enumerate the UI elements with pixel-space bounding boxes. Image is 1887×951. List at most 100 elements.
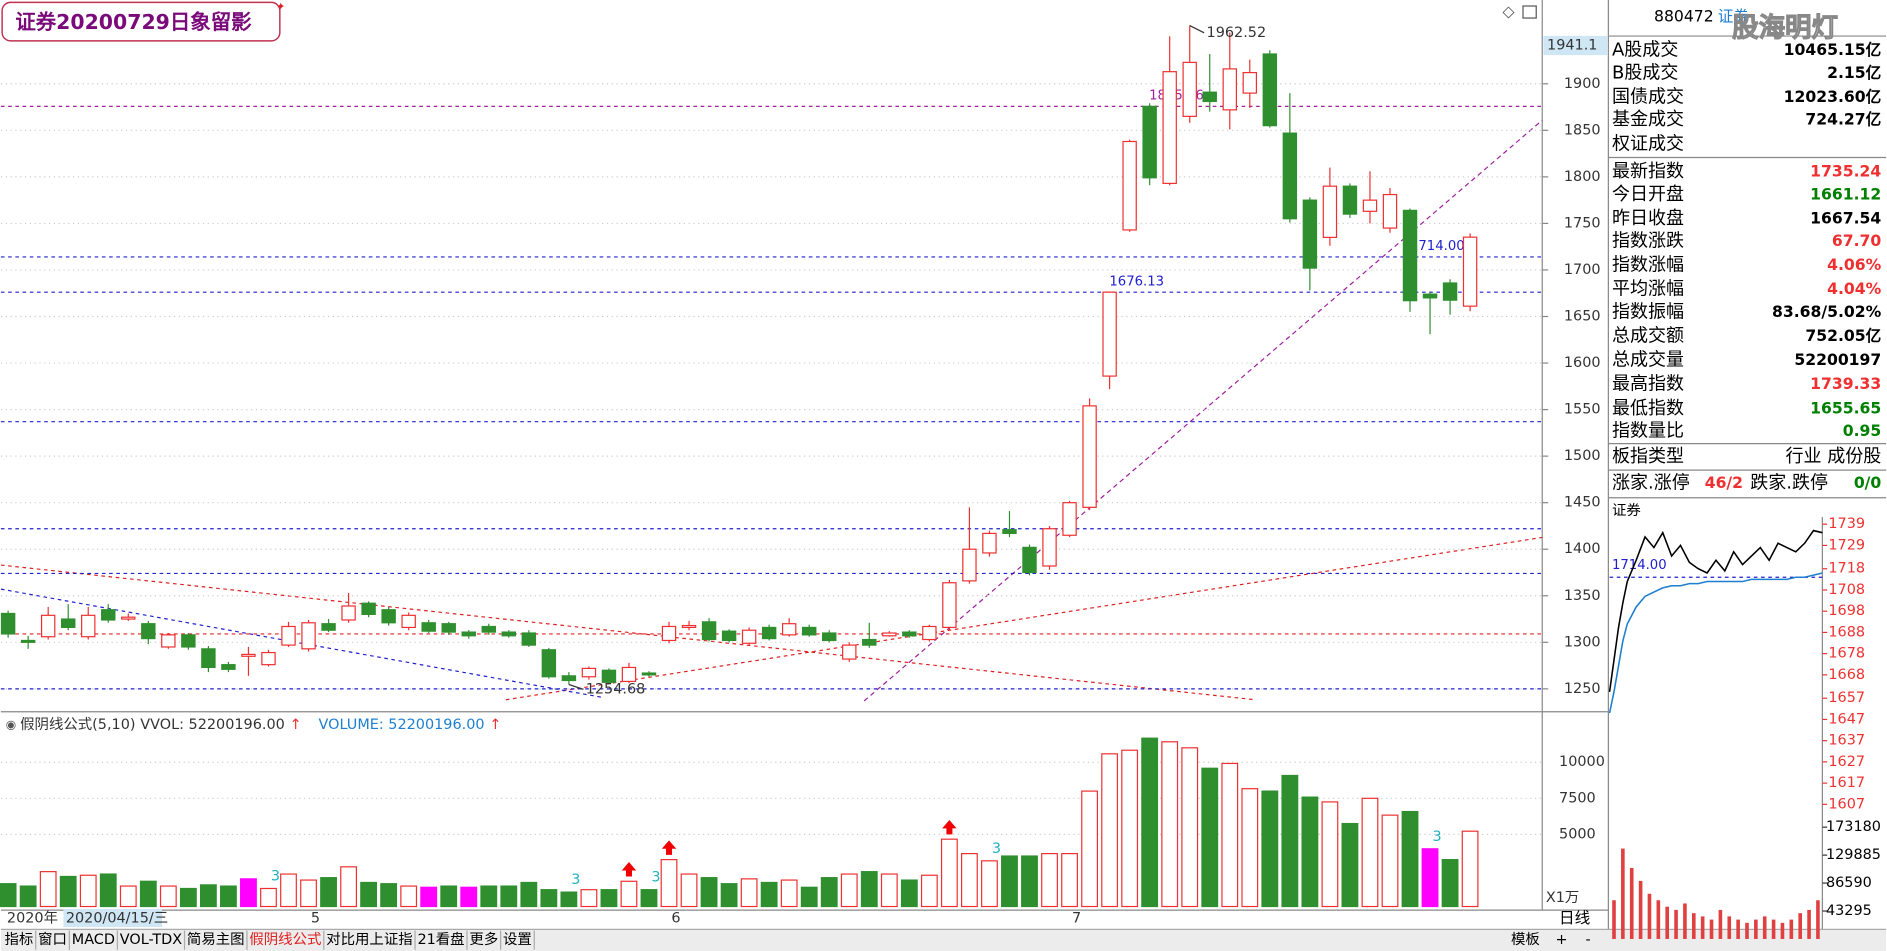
toolbar-tab[interactable]: 指标 (5, 931, 34, 948)
info-value: 4.06% (1827, 256, 1882, 274)
intraday-volume-bar (1683, 903, 1687, 939)
info-label: 基金成交 (1612, 109, 1684, 130)
candle-body (661, 625, 677, 642)
candle-body (1082, 405, 1097, 508)
level-label: 1714.00 (1612, 558, 1667, 573)
info-label: 总成交额 (1612, 326, 1684, 347)
candle-body (1062, 502, 1077, 536)
y-tick-label: 1637 (1828, 733, 1865, 749)
volume-bar (660, 859, 678, 908)
y-tick-label: 1300 (1564, 634, 1601, 650)
toolbar-tab[interactable]: 21看盘 (417, 930, 464, 948)
candle-body (181, 634, 196, 648)
toolbar-tab[interactable]: 简易主图 (187, 931, 245, 948)
info-label: 今日开盘 (1612, 184, 1684, 205)
info-value: 724.27亿 (1805, 110, 1881, 129)
y-tick-label: 5000 (1559, 826, 1596, 842)
name: 证券 (1718, 7, 1750, 25)
candle-body (1402, 209, 1418, 302)
intraday-volume-bar (1665, 906, 1669, 939)
volume-bar (360, 881, 378, 908)
toolbar-tab[interactable]: 设置 (503, 931, 532, 948)
volume-bar (540, 889, 558, 908)
y-tick-label: 1627 (1828, 754, 1865, 770)
candle-body (1102, 291, 1117, 377)
candle-body (341, 605, 356, 621)
signal-count: 3 (1432, 829, 1441, 845)
signal-arrow (621, 862, 637, 877)
extreme-pointer (1189, 25, 1205, 34)
candle-body (1122, 140, 1137, 231)
toolbar-tab[interactable]: 对比用上证指 (326, 931, 412, 948)
y-tick-label: 1739 (1828, 516, 1865, 532)
window-button[interactable] (1522, 5, 1537, 19)
y-tick-label: 43295 (1826, 903, 1872, 919)
intraday-volume-bar (1638, 880, 1643, 939)
volume-bar (139, 880, 157, 908)
candle-body (141, 623, 156, 640)
volume-bar (79, 874, 97, 908)
candle-body (60, 618, 76, 629)
intraday-volume-bar (1674, 909, 1678, 939)
candle-body (902, 631, 917, 637)
volume-bar (420, 886, 438, 908)
info-label: 最新指数 (1612, 161, 1684, 182)
y-tick-label: 1698 (1828, 603, 1865, 619)
intraday-volume-bar (1691, 913, 1696, 939)
candle-body (101, 609, 116, 621)
intraday-volume-bar (1807, 909, 1811, 939)
candle-body (701, 621, 717, 641)
toolbar-button[interactable]: + (1555, 932, 1567, 948)
intraday-volume-bar (1629, 867, 1634, 939)
volume-bar (961, 853, 978, 908)
volume-bar (19, 885, 37, 908)
volume-bar (1421, 848, 1439, 908)
volume-bar (1141, 737, 1159, 908)
info-label: 指数涨跌 (1612, 231, 1684, 252)
info-value: 83.68/5.02% (1772, 303, 1882, 321)
toolbar-tab[interactable]: VOL-TDX (120, 932, 182, 948)
info-value: 12023.60亿 (1784, 87, 1882, 106)
candle-body (1442, 282, 1458, 301)
info-label: 权证成交 (1612, 133, 1684, 154)
volume-bar (400, 885, 418, 908)
volume-bar (1021, 855, 1038, 908)
volume-bar (1041, 853, 1058, 908)
candle-body (942, 582, 957, 629)
y-tick-label: 1450 (1564, 495, 1601, 511)
toolbar-tab[interactable]: MACD (72, 932, 115, 948)
candle-body (842, 644, 857, 660)
candle-body (20, 639, 36, 643)
info-value: 752.05亿 (1805, 326, 1881, 345)
y-tick-label: 1350 (1564, 588, 1601, 604)
toolbar-tab[interactable]: 窗口 (38, 930, 67, 948)
info-label: 最低指数 (1612, 398, 1684, 419)
candle-body (1022, 546, 1037, 574)
intraday-line (1608, 572, 1823, 714)
info-label: 指数振幅 (1612, 302, 1684, 323)
diamond-button[interactable]: ◇ (1503, 3, 1515, 21)
candle-body (0, 612, 16, 635)
volume-bar (780, 879, 798, 908)
intraday-volume-bar (1709, 919, 1714, 939)
candle-body (1162, 71, 1177, 184)
info-value: 67.70 (1832, 232, 1882, 250)
candle-body (1382, 193, 1398, 229)
volume-bar (1061, 853, 1078, 908)
volume-bar (59, 875, 77, 908)
cursor-price-box (1543, 35, 1608, 56)
candle-body (1142, 105, 1157, 179)
volume-bar (220, 885, 237, 908)
toolbar-button[interactable]: - (1586, 932, 1591, 948)
volume-bar (760, 881, 778, 908)
candle-body (1202, 91, 1217, 103)
info-label: 最高指数 (1612, 374, 1684, 395)
level-label: 1714.00 (1410, 239, 1465, 254)
toolbar-button[interactable]: 模板 (1511, 930, 1540, 948)
candle-body (641, 672, 657, 676)
toolbar-tab[interactable]: 假阴线公式 (249, 931, 321, 948)
volume-bar (199, 884, 217, 908)
y-tick-label: 1750 (1564, 215, 1601, 231)
intraday-volume-bar (1647, 893, 1652, 939)
toolbar-tab[interactable]: 更多 (469, 931, 498, 948)
